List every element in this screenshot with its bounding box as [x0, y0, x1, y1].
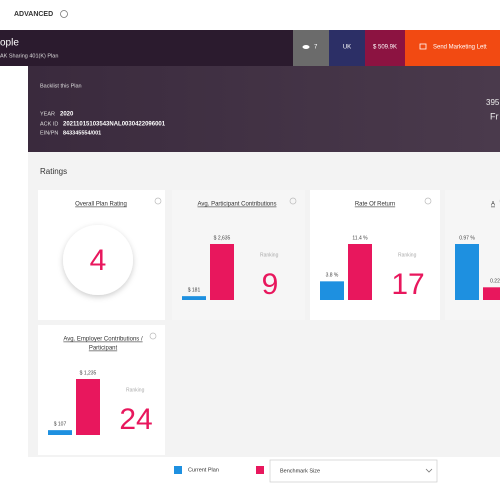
bar-label: 0.97 % [459, 235, 475, 241]
legend-swatch [256, 466, 264, 474]
top-bar [0, 0, 500, 30]
bar-label: $ 107 [54, 421, 67, 427]
plan-name: AK Sharing 401(K) Plan [0, 53, 58, 59]
chevron [425, 468, 433, 473]
bar [348, 244, 372, 300]
ranking-value: 24 [119, 403, 152, 436]
marketing-label: Send Marketing Lett [433, 45, 487, 51]
benchmark-dropdown[interactable] [269, 459, 438, 483]
ranking-value: 9 [262, 268, 279, 301]
views-button[interactable] [293, 30, 329, 66]
bar-label: $ 2,635 [214, 235, 231, 241]
country-label: UK [343, 45, 351, 51]
company-name: ople [0, 38, 19, 49]
plan-banner [28, 66, 500, 152]
bar-label: $ 181 [188, 287, 201, 293]
ack-value: 20211015103543NAL0030422096001 [63, 122, 166, 128]
assets-label: $ 509.9K [373, 45, 397, 51]
bar [455, 244, 479, 300]
ranking-label: Ranking [260, 252, 279, 258]
year-label: YEAR [40, 111, 55, 117]
mode-label: ADVANCED [14, 11, 53, 18]
bar-label: 11.4 % [352, 235, 368, 241]
ack-label: ACK ID [40, 121, 58, 127]
views-count: 7 [314, 45, 318, 51]
card-title: Participant [89, 346, 118, 352]
ranking-label: Ranking [126, 387, 145, 393]
bar [76, 379, 100, 435]
rating-value: 4 [90, 244, 107, 277]
info-icon[interactable] [149, 332, 157, 340]
year-value: 2020 [60, 112, 74, 118]
bar-label: $ 1,235 [80, 370, 97, 376]
section-title: Ratings [40, 167, 67, 176]
rating-card [172, 190, 305, 320]
info-icon[interactable] [289, 197, 297, 205]
bar [182, 296, 206, 300]
info-icon[interactable] [154, 197, 162, 205]
banner-right-2: Fr [490, 111, 499, 121]
dropdown-label: Benchmark Size [280, 468, 320, 474]
assets-button[interactable] [365, 30, 405, 66]
banner-title: Backlist this Plan [40, 83, 82, 89]
card-title: Overall Plan Rating [75, 202, 127, 208]
sidebar [0, 66, 28, 489]
info-icon[interactable] [60, 10, 68, 18]
bar [210, 244, 234, 300]
bar-label: 3.8 % [326, 273, 339, 279]
card-title: A [491, 202, 495, 208]
marketing-button[interactable] [405, 30, 500, 66]
bar [320, 281, 344, 300]
ranking-value: 17 [391, 268, 424, 301]
ranking-label: Ranking [398, 252, 417, 258]
card-title: Rate Of Return [355, 202, 395, 208]
ein-label: EIN/PN [40, 130, 58, 136]
ein-value: 843345554/001 [63, 130, 101, 136]
rating-circle [63, 225, 133, 295]
country-button[interactable] [329, 30, 365, 66]
card-title: Avg. Employer Contributions / [63, 337, 143, 343]
eye-icon [302, 45, 310, 49]
bar-label: 0.22 [490, 279, 500, 285]
bar [48, 430, 72, 435]
legend-label: Current Plan [188, 467, 219, 473]
mail-icon [419, 43, 427, 50]
info-icon[interactable] [424, 197, 432, 205]
banner-right-1: 395 [486, 98, 500, 107]
bar [483, 287, 500, 300]
legend-swatch [174, 466, 182, 474]
card-title: Avg. Participant Contributions [198, 202, 277, 208]
